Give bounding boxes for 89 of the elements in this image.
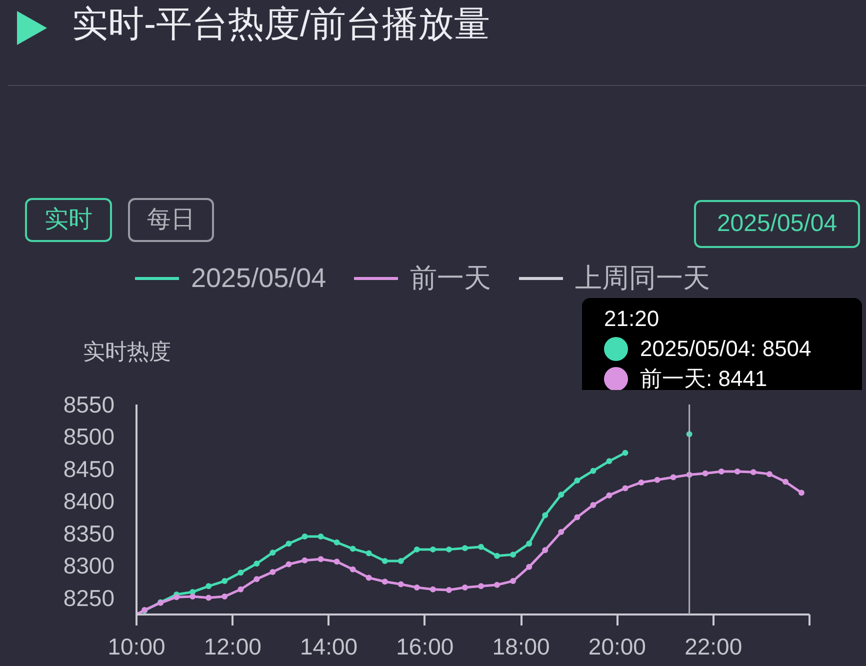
point (462, 584, 468, 590)
point (446, 546, 452, 552)
point (190, 593, 196, 600)
point (254, 576, 260, 582)
point (462, 545, 468, 552)
y-axis-title: 实时热度 (83, 338, 171, 366)
point (574, 514, 580, 520)
point (238, 570, 244, 576)
point (318, 556, 324, 562)
point (734, 468, 740, 474)
point (590, 502, 596, 508)
point (526, 540, 532, 547)
point (654, 476, 660, 483)
button: 实时 (25, 198, 112, 242)
point (670, 474, 676, 480)
point (526, 564, 532, 570)
point (286, 540, 292, 547)
point (286, 561, 292, 568)
x-tick-label: 18:00 (492, 634, 550, 660)
point (238, 586, 244, 592)
point (270, 550, 276, 556)
point (254, 560, 260, 567)
x-tick-label: 14:00 (300, 634, 358, 660)
point (430, 586, 436, 592)
point (366, 574, 372, 581)
point (510, 552, 516, 558)
legend-label: 前一天 (410, 262, 492, 295)
point (446, 587, 452, 594)
point (622, 450, 628, 456)
x-tick-label: 12:00 (204, 634, 262, 660)
point (478, 544, 484, 550)
y-tick-label: 8250 (63, 584, 115, 611)
point (270, 568, 276, 575)
point (702, 470, 708, 476)
point (350, 566, 356, 572)
x-tick-label: 16:00 (396, 634, 454, 660)
point (590, 468, 596, 474)
point (542, 547, 548, 554)
point (782, 478, 788, 485)
point (414, 546, 420, 552)
point (606, 492, 612, 498)
point (398, 581, 404, 588)
point (222, 593, 228, 600)
point (542, 512, 548, 518)
point (318, 534, 324, 540)
point (750, 469, 756, 476)
point (478, 583, 484, 590)
point (558, 492, 564, 498)
point (398, 558, 404, 564)
y-tick-label: 8550 (63, 392, 115, 418)
legend-label: 2025/05/04 (191, 262, 326, 295)
point (222, 578, 228, 584)
point (606, 458, 612, 464)
point (430, 546, 436, 552)
y-tick-label: 8300 (63, 552, 115, 579)
point (718, 468, 724, 474)
point (350, 546, 356, 552)
x-tick-label: 10:00 (108, 634, 166, 660)
button: 每日 (128, 198, 214, 242)
point (494, 552, 500, 559)
chart-title: 实时-平台热度/前台播放量 (72, 2, 490, 46)
button: 2025/05/04 (694, 200, 860, 248)
point (638, 479, 644, 486)
y-tick-label: 8350 (63, 520, 115, 546)
point (766, 471, 772, 478)
point (382, 578, 388, 585)
point (574, 478, 580, 484)
point (414, 584, 420, 590)
point (494, 582, 500, 588)
x-tick-label: 22:00 (684, 634, 742, 660)
legend-label: 上周同一天 (575, 262, 710, 295)
point (302, 534, 308, 540)
point (798, 490, 804, 496)
point (334, 558, 340, 565)
point (174, 594, 180, 600)
point (302, 557, 308, 564)
point (366, 550, 372, 556)
point (382, 558, 388, 564)
point (206, 594, 212, 601)
point (622, 485, 628, 492)
point (510, 578, 516, 584)
point (206, 583, 212, 590)
point (334, 539, 340, 546)
point (558, 529, 564, 536)
x-tick-label: 20:00 (588, 634, 646, 660)
y-tick-label: 8400 (63, 488, 115, 514)
y-tick-label: 8450 (63, 456, 115, 482)
tooltip: 21:20 2025/05/04: 8504 前一天: 8441 (582, 298, 862, 390)
y-tick-label: 8500 (63, 424, 115, 450)
